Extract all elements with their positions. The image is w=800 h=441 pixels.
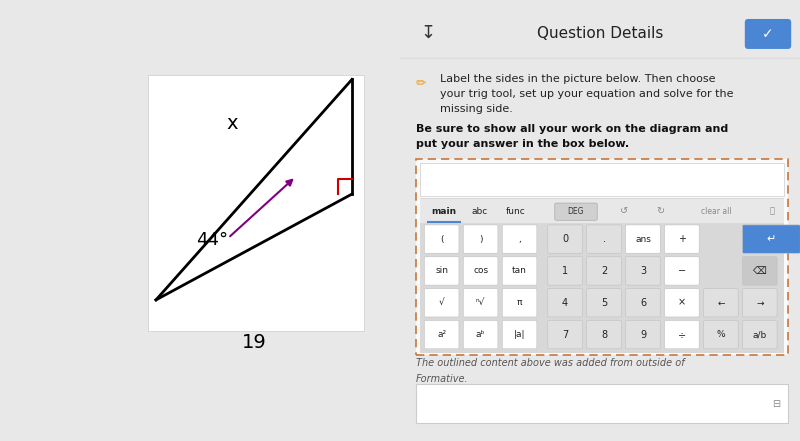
FancyBboxPatch shape	[665, 257, 699, 285]
Text: func: func	[506, 206, 526, 216]
Text: abc: abc	[472, 206, 488, 216]
Text: .: .	[602, 234, 606, 244]
Text: Question Details: Question Details	[537, 26, 663, 41]
Text: ↵: ↵	[766, 234, 776, 244]
Text: ⁿ√: ⁿ√	[476, 298, 486, 307]
Text: DEG: DEG	[568, 206, 584, 216]
Text: Label the sides in the picture below. Then choose
your trig tool, set up your eq: Label the sides in the picture below. Th…	[440, 74, 734, 114]
Text: 🔧: 🔧	[770, 206, 774, 216]
Text: 5: 5	[601, 298, 607, 308]
FancyBboxPatch shape	[548, 321, 582, 349]
FancyBboxPatch shape	[703, 321, 738, 349]
FancyBboxPatch shape	[424, 288, 459, 317]
FancyBboxPatch shape	[626, 225, 660, 253]
FancyBboxPatch shape	[586, 288, 622, 317]
FancyBboxPatch shape	[665, 225, 699, 253]
Text: %: %	[717, 330, 725, 339]
Text: main: main	[431, 206, 457, 216]
FancyBboxPatch shape	[424, 321, 459, 349]
FancyBboxPatch shape	[502, 288, 537, 317]
FancyBboxPatch shape	[463, 288, 498, 317]
Text: 19: 19	[242, 333, 266, 352]
FancyBboxPatch shape	[665, 288, 699, 317]
Text: ↻: ↻	[656, 206, 664, 216]
Text: 2: 2	[601, 266, 607, 276]
Text: ✓: ✓	[762, 27, 774, 41]
Text: x: x	[226, 114, 238, 133]
Text: →: →	[756, 298, 763, 307]
Text: a²: a²	[437, 330, 446, 339]
Text: a/b: a/b	[753, 330, 767, 339]
FancyBboxPatch shape	[502, 321, 537, 349]
FancyBboxPatch shape	[665, 321, 699, 349]
Text: ↺: ↺	[620, 206, 628, 216]
Text: π: π	[517, 298, 522, 307]
Text: 1: 1	[562, 266, 568, 276]
FancyBboxPatch shape	[424, 225, 459, 253]
Text: −: −	[678, 266, 686, 276]
Text: ⊟: ⊟	[772, 399, 780, 408]
Text: aᵇ: aᵇ	[476, 330, 486, 339]
Text: tan: tan	[512, 266, 527, 276]
FancyBboxPatch shape	[745, 19, 791, 49]
FancyBboxPatch shape	[548, 288, 582, 317]
FancyBboxPatch shape	[463, 321, 498, 349]
FancyBboxPatch shape	[424, 257, 459, 285]
FancyBboxPatch shape	[420, 199, 784, 223]
Text: clear all: clear all	[701, 206, 731, 216]
Text: 44°: 44°	[196, 231, 228, 249]
Text: ↧: ↧	[421, 24, 435, 42]
Text: cos: cos	[473, 266, 488, 276]
Text: ): )	[479, 235, 482, 243]
FancyBboxPatch shape	[420, 163, 784, 196]
Text: ✏: ✏	[416, 77, 426, 90]
Text: ÷: ÷	[678, 330, 686, 340]
FancyBboxPatch shape	[502, 225, 537, 253]
FancyBboxPatch shape	[548, 225, 582, 253]
Text: +: +	[678, 234, 686, 244]
FancyBboxPatch shape	[742, 321, 777, 349]
Text: The outlined content above was added from outside of
Formative.: The outlined content above was added fro…	[416, 358, 685, 384]
FancyBboxPatch shape	[742, 288, 777, 317]
Text: 6: 6	[640, 298, 646, 308]
FancyBboxPatch shape	[626, 321, 660, 349]
FancyBboxPatch shape	[502, 257, 537, 285]
FancyBboxPatch shape	[148, 75, 364, 331]
Text: 3: 3	[640, 266, 646, 276]
FancyBboxPatch shape	[548, 257, 582, 285]
FancyBboxPatch shape	[586, 321, 622, 349]
FancyBboxPatch shape	[463, 225, 498, 253]
FancyBboxPatch shape	[463, 257, 498, 285]
Text: 8: 8	[601, 330, 607, 340]
Text: √: √	[438, 298, 445, 307]
Text: sin: sin	[435, 266, 448, 276]
FancyBboxPatch shape	[742, 225, 800, 253]
Text: Be sure to show all your work on the diagram and
put your answer in the box belo: Be sure to show all your work on the dia…	[416, 124, 728, 149]
FancyBboxPatch shape	[626, 257, 660, 285]
Text: ,: ,	[518, 235, 521, 243]
Text: 7: 7	[562, 330, 568, 340]
Text: ×: ×	[678, 298, 686, 308]
Text: 4: 4	[562, 298, 568, 308]
Text: ⌫: ⌫	[753, 266, 766, 276]
FancyBboxPatch shape	[626, 288, 660, 317]
FancyBboxPatch shape	[420, 198, 784, 353]
Text: 9: 9	[640, 330, 646, 340]
FancyBboxPatch shape	[742, 257, 777, 285]
Text: (: (	[440, 235, 443, 243]
FancyBboxPatch shape	[555, 203, 597, 220]
FancyBboxPatch shape	[586, 257, 622, 285]
Text: ←: ←	[717, 298, 725, 307]
Text: 0: 0	[562, 234, 568, 244]
FancyBboxPatch shape	[586, 225, 622, 253]
Text: ans: ans	[635, 235, 651, 243]
FancyBboxPatch shape	[416, 159, 788, 355]
FancyBboxPatch shape	[416, 384, 788, 423]
Text: |a|: |a|	[514, 330, 526, 339]
FancyBboxPatch shape	[703, 288, 738, 317]
